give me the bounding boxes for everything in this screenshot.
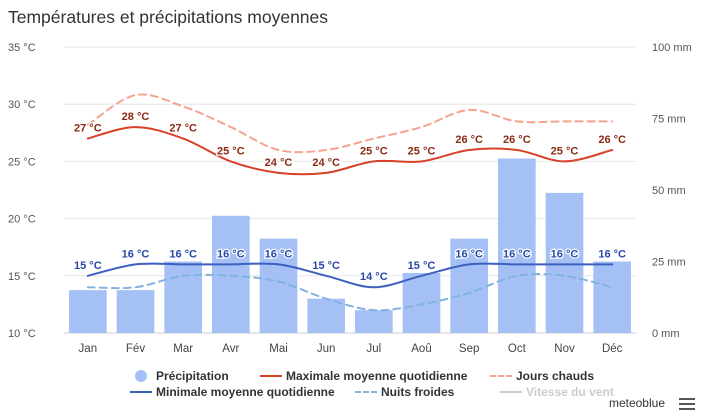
y-right-tick-label: 50 mm	[652, 185, 686, 197]
data-label: 25 °C	[360, 145, 388, 157]
y-left-tick-label: 20 °C	[8, 214, 36, 226]
temperature-lines	[86, 93, 614, 312]
precipitation-bars	[69, 158, 631, 333]
brand-logo: meteoblue	[608, 396, 665, 410]
y-right-tick-label: 75 mm	[652, 114, 686, 126]
data-label: 16 °C	[551, 248, 579, 260]
y-right-tick-label: 25 mm	[652, 257, 686, 269]
x-tick-label: Sep	[459, 343, 479, 355]
precipitation-bar	[498, 158, 536, 333]
data-label: 27 °C	[169, 123, 197, 135]
data-label: 16 °C	[122, 248, 150, 260]
data-label: 14 °C	[360, 271, 388, 283]
series-line	[86, 126, 614, 176]
data-label: 16 °C	[265, 248, 293, 260]
x-tick-label: Déc	[602, 343, 623, 355]
data-label: 15 °C	[74, 260, 102, 272]
y-axis-right: 100 mm 75 mm 50 mm 25 mm 0 mm	[652, 42, 692, 340]
data-label: 28 °C	[122, 111, 150, 123]
precipitation-bar	[593, 261, 631, 333]
data-label: 25 °C	[408, 145, 436, 157]
dashed-series-line	[86, 273, 614, 312]
legend-symbol-icon	[130, 370, 152, 382]
legend-symbol-icon	[490, 370, 512, 382]
data-label: 26 °C	[503, 134, 531, 146]
x-tick-label: Nov	[554, 343, 575, 355]
data-label: 24 °C	[265, 157, 293, 169]
x-tick-label: Mar	[173, 343, 193, 355]
data-label: 15 °C	[408, 260, 436, 272]
legend-item-max[interactable]: Maximale moyenne quotidienne	[260, 369, 467, 383]
x-tick-label: Aoû	[411, 343, 431, 355]
precipitation-bar	[212, 215, 250, 333]
legend-symbol-icon	[260, 370, 282, 382]
precipitation-bar	[69, 290, 107, 333]
legend-label: Jours chauds	[516, 369, 595, 383]
legend-item-wind[interactable]: Vitesse du vent	[500, 385, 614, 399]
x-tick-label: Mai	[269, 343, 288, 355]
x-tick-label: Jun	[317, 343, 336, 355]
precipitation-bar	[402, 272, 441, 333]
legend-label: Vitesse du vent	[526, 385, 614, 399]
x-tick-label: Oct	[508, 343, 527, 355]
data-label: 15 °C	[312, 260, 340, 272]
x-tick-label: Avr	[222, 343, 239, 355]
x-tick-label: Jul	[366, 343, 381, 355]
precipitation-bar	[164, 261, 202, 333]
dashed-series-line	[86, 93, 614, 154]
data-labels: 27 °C 28 °C 27 °C 25 °C 24 °C 24 °C 25 °C 25 °C…	[73, 110, 628, 285]
legend-item-precip[interactable]: Précipitation	[130, 369, 229, 383]
legend-symbol-icon	[500, 386, 522, 398]
series-line	[86, 262, 614, 289]
legend-item-hot[interactable]: Jours chauds	[490, 369, 594, 383]
precipitation-bar	[450, 238, 488, 333]
precipitation-bar	[307, 298, 345, 333]
precipitation-bar	[355, 310, 393, 333]
y-right-tick-label: 0 mm	[652, 328, 680, 340]
data-label: 16 °C	[598, 248, 626, 260]
legend-item-cold[interactable]: Nuits froides	[355, 385, 454, 399]
data-label: 27 °C	[74, 123, 102, 135]
chart-title: Températures et précipitations moyennes	[8, 7, 329, 27]
x-axis: Jan Fév Mar Avr Mai Jun Jul Aoû Sep Oct Nov Déc	[79, 343, 623, 355]
data-label: 16 °C	[503, 248, 531, 260]
x-tick-label: Jan	[79, 343, 98, 355]
y-axis-left: 35 °C 30 °C 25 °C 20 °C 15 °C 10 °C	[8, 42, 36, 340]
data-label: 16 °C	[169, 248, 197, 260]
legend-symbol-icon	[130, 386, 152, 398]
precipitation-bar	[116, 290, 155, 333]
data-label: 16 °C	[455, 248, 483, 260]
y-left-tick-label: 35 °C	[8, 42, 36, 54]
y-left-tick-label: 10 °C	[8, 328, 36, 340]
data-label: 25 °C	[551, 145, 579, 157]
legend-label: Maximale moyenne quotidienne	[286, 369, 468, 383]
data-label: 26 °C	[598, 134, 626, 146]
data-label: 26 °C	[455, 134, 483, 146]
gridlines	[64, 46, 636, 334]
hamburger-menu-icon[interactable]	[679, 398, 695, 410]
precipitation-bar	[545, 192, 584, 333]
x-tick-label: Fév	[126, 343, 145, 355]
data-label: 24 °C	[312, 157, 340, 169]
y-right-tick-label: 100 mm	[652, 42, 692, 54]
legend-symbol-icon	[355, 386, 377, 398]
y-left-tick-label: 15 °C	[8, 271, 36, 283]
legend-label: Précipitation	[156, 369, 229, 383]
legend-label: Minimale moyenne quotidienne	[156, 385, 335, 399]
data-label: 16 °C	[217, 248, 245, 260]
legend-item-min[interactable]: Minimale moyenne quotidienne	[130, 385, 335, 399]
y-left-tick-label: 30 °C	[8, 99, 36, 111]
data-label: 25 °C	[217, 145, 245, 157]
legend-label: Nuits froides	[381, 385, 455, 399]
y-left-tick-label: 25 °C	[8, 156, 36, 168]
